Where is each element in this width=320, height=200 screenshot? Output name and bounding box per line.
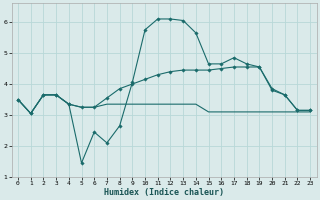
X-axis label: Humidex (Indice chaleur): Humidex (Indice chaleur) [104,188,224,197]
